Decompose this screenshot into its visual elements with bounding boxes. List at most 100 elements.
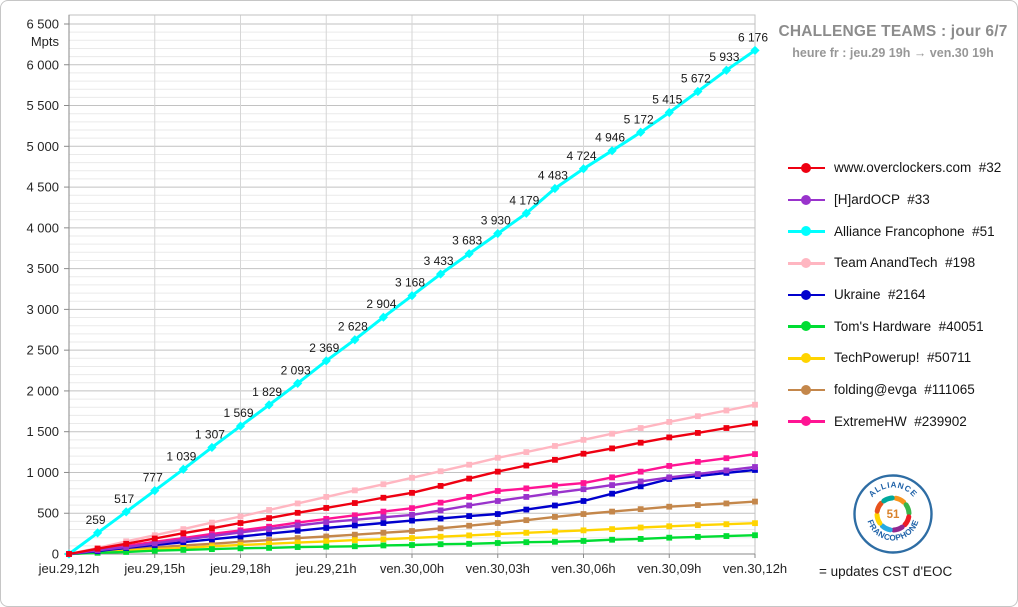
legend-marker-icon <box>788 226 825 237</box>
data-label: 777 <box>143 471 163 485</box>
legend-item-6: Tom's Hardware #40051 <box>788 310 1013 342</box>
legend-marker-icon <box>788 257 825 268</box>
series-marker <box>752 467 758 473</box>
series-marker <box>523 485 530 492</box>
series-marker <box>552 538 558 545</box>
series-marker <box>178 464 188 474</box>
series-marker <box>694 413 701 420</box>
series-marker <box>407 291 417 301</box>
series-marker <box>437 483 444 489</box>
series-marker <box>237 513 244 520</box>
series-marker <box>693 86 703 97</box>
series-marker <box>494 468 501 475</box>
series-marker <box>694 502 701 508</box>
series-marker <box>266 537 272 544</box>
series-marker <box>180 526 187 533</box>
data-label: 5 672 <box>681 72 711 86</box>
series-marker <box>552 514 558 520</box>
series-marker <box>523 449 530 455</box>
series-marker <box>266 515 272 522</box>
series-marker <box>351 516 358 523</box>
series-marker <box>723 455 730 462</box>
series-marker <box>607 146 617 156</box>
series-marker <box>294 522 301 529</box>
y-tick-label: 6 500 <box>26 17 59 32</box>
series-marker <box>121 507 131 517</box>
series-marker <box>666 523 673 530</box>
series-marker <box>552 528 558 535</box>
legend-label: TechPowerup! #50711 <box>834 350 972 366</box>
y-tick-label: 3 000 <box>26 302 59 317</box>
series-marker <box>609 474 615 481</box>
series-marker <box>550 183 560 194</box>
series-marker <box>409 542 415 548</box>
series-marker <box>466 494 473 500</box>
series-marker <box>694 533 701 540</box>
series-marker <box>466 532 473 539</box>
series-marker <box>409 489 415 496</box>
series-marker <box>664 107 674 118</box>
series-marker <box>409 535 415 541</box>
data-label: 2 904 <box>366 297 396 311</box>
series-marker <box>209 525 215 532</box>
series-marker <box>666 434 673 441</box>
y-tick-label: 5 500 <box>26 98 59 113</box>
series-marker <box>466 522 473 529</box>
series-marker <box>552 489 558 496</box>
series-marker <box>380 520 387 526</box>
series-marker <box>237 529 244 536</box>
series-marker <box>409 528 415 534</box>
series-marker <box>380 494 387 501</box>
series-marker <box>207 442 217 453</box>
legend-item-4: Team AnandTech #198 <box>788 247 1013 279</box>
logo-ring-segment <box>881 495 895 504</box>
series-marker <box>266 526 272 533</box>
legend-marker-icon <box>788 352 825 363</box>
series-marker <box>694 471 701 477</box>
series-marker <box>636 127 646 137</box>
legend-item-3: Alliance Francophone #51 <box>788 215 1013 247</box>
series-marker <box>552 456 558 463</box>
data-label: 1 039 <box>166 449 196 463</box>
series-marker <box>237 538 244 545</box>
series-marker <box>94 545 101 552</box>
data-label: 259 <box>86 513 106 527</box>
data-label: 3 930 <box>481 214 511 228</box>
series-marker <box>66 551 72 557</box>
logo-ring-segment <box>879 523 893 533</box>
series-marker <box>435 269 446 279</box>
series-marker <box>351 543 358 550</box>
series-marker <box>437 507 444 514</box>
series-marker <box>494 498 501 504</box>
series-marker <box>552 443 558 449</box>
x-tick-label: jeu.29,18h <box>209 561 271 576</box>
series-marker <box>723 425 730 431</box>
series-marker <box>723 533 730 539</box>
series-marker <box>752 464 758 470</box>
series-marker <box>151 540 158 547</box>
legend-marker-icon <box>788 384 825 395</box>
legend-item-5: Ukraine #2164 <box>788 279 1013 311</box>
series-marker <box>266 530 272 537</box>
series-marker <box>580 436 587 443</box>
data-label: 4 724 <box>566 149 596 163</box>
series-marker <box>237 545 244 552</box>
series-marker <box>294 500 301 507</box>
series-marker <box>264 400 274 410</box>
series-marker <box>294 544 301 550</box>
series-marker <box>580 498 587 504</box>
legend-item-2: [H]ardOCP #33 <box>788 184 1013 216</box>
data-label: 1 829 <box>252 385 282 399</box>
series-marker <box>380 542 387 549</box>
data-label: 3 683 <box>452 234 482 248</box>
series-marker <box>694 458 701 465</box>
series-marker <box>323 543 330 550</box>
legend-item-8: folding@evga #111065 <box>788 374 1013 406</box>
series-marker <box>323 494 330 500</box>
series-marker <box>666 419 673 425</box>
series-marker <box>409 474 415 481</box>
series-marker <box>552 482 558 489</box>
y-tick-label: 1 500 <box>26 424 59 439</box>
logo-ring-segment <box>893 495 907 505</box>
data-label: 2 369 <box>309 341 339 355</box>
